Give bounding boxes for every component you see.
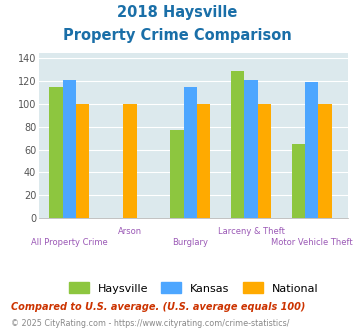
Bar <box>63 80 76 218</box>
Bar <box>258 104 271 218</box>
Bar <box>291 144 305 218</box>
Text: Compared to U.S. average. (U.S. average equals 100): Compared to U.S. average. (U.S. average … <box>11 302 305 312</box>
Bar <box>76 104 89 218</box>
Text: Arson: Arson <box>118 227 142 236</box>
Bar <box>123 104 137 218</box>
Legend: Haysville, Kansas, National: Haysville, Kansas, National <box>64 278 323 298</box>
Bar <box>49 87 63 218</box>
Text: All Property Crime: All Property Crime <box>31 238 108 247</box>
Text: Motor Vehicle Theft: Motor Vehicle Theft <box>271 238 353 247</box>
Bar <box>184 87 197 218</box>
Bar <box>197 104 211 218</box>
Text: 2018 Haysville: 2018 Haysville <box>117 5 238 20</box>
Text: Larceny & Theft: Larceny & Theft <box>218 227 284 236</box>
Bar <box>231 71 244 218</box>
Bar <box>244 80 258 218</box>
Bar <box>170 130 184 218</box>
Bar <box>318 104 332 218</box>
Text: Property Crime Comparison: Property Crime Comparison <box>63 28 292 43</box>
Text: © 2025 CityRating.com - https://www.cityrating.com/crime-statistics/: © 2025 CityRating.com - https://www.city… <box>11 319 289 328</box>
Text: Burglary: Burglary <box>173 238 208 247</box>
Bar <box>305 82 318 218</box>
